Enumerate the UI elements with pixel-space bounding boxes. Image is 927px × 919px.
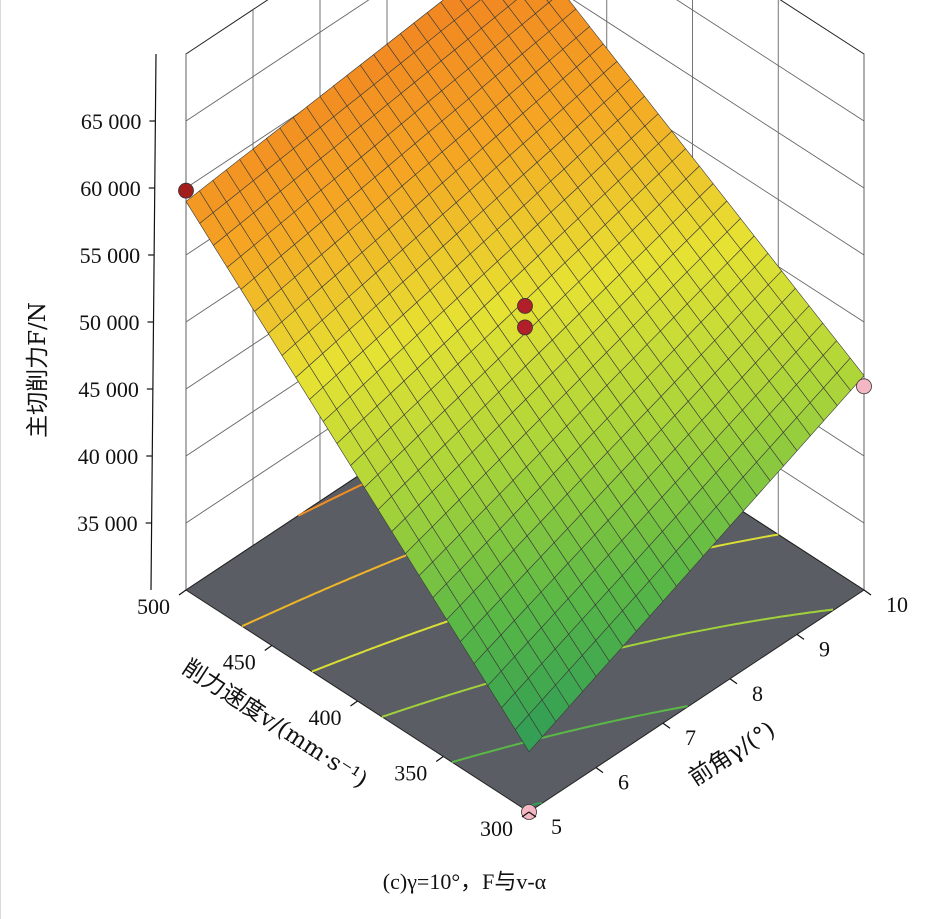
floor-contour [451, 705, 688, 764]
x-tick-label: 6 [618, 770, 629, 795]
surface-cell [514, 714, 543, 753]
y-tick-label: 350 [394, 761, 427, 786]
y-tick-label: 400 [309, 705, 342, 730]
x-tick [528, 811, 537, 818]
z-tick-label: 60 000 [80, 176, 141, 201]
surface-cell [502, 0, 517, 8]
surface-plot: 35 000 40 000 45 000 50 000 55 000 60 000 65 0… [25, 0, 908, 841]
design-point [856, 378, 872, 395]
y-tick-label: 300 [480, 816, 513, 841]
x-tick-label: 7 [685, 725, 696, 750]
wall-gridline-z [185, 0, 865, 122]
z-tick-label: 55 000 [80, 243, 141, 268]
y-tick [178, 589, 187, 596]
x-tick [595, 767, 604, 774]
z-tick-label: 45 000 [78, 377, 139, 402]
z-axis-title: 主切削力F/N [25, 302, 51, 438]
x-tick [662, 722, 671, 729]
design-point [517, 298, 533, 314]
surface-cell [546, 0, 553, 4]
design-point [178, 182, 194, 199]
y-tick [435, 756, 444, 762]
x-tick-label: 9 [819, 636, 830, 661]
z-tick-label: 50 000 [79, 310, 140, 335]
y-tick [264, 645, 273, 651]
x-tick-label: 8 [752, 681, 763, 706]
y-tick [521, 811, 530, 818]
z-tick-label: 40 000 [78, 444, 139, 469]
z-tick-label: 35 000 [77, 511, 138, 536]
y-tick-label: 450 [223, 650, 256, 675]
x-tick [729, 678, 738, 685]
y-tick-label: 500 [137, 594, 170, 619]
design-point [517, 319, 533, 336]
x-tick-label: 10 [886, 592, 908, 617]
y-tick [350, 700, 358, 707]
x-tick [796, 633, 805, 640]
x-tick-label: 5 [551, 814, 562, 839]
x-tick [863, 589, 872, 596]
z-tick-label: 65 000 [81, 109, 142, 134]
figure-caption: (c)γ=10°，F与v-α [382, 869, 547, 894]
x-axis-title: 前角γ/(°) [684, 717, 779, 792]
